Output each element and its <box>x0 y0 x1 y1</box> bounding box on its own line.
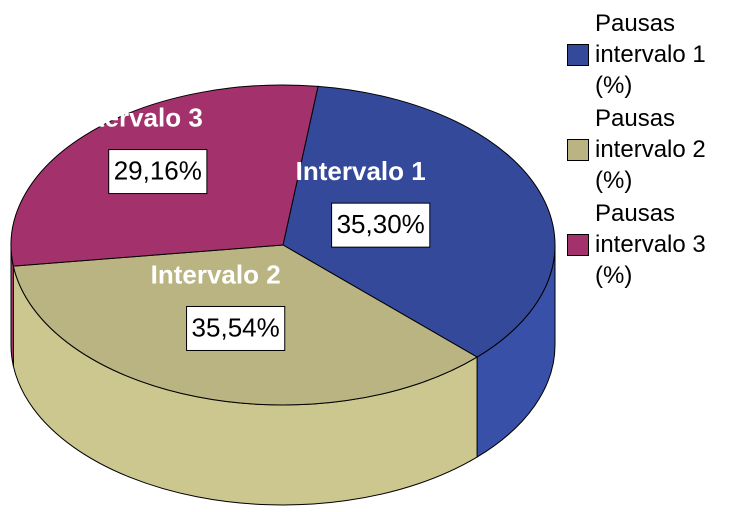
value-label: 35,54% <box>186 305 286 351</box>
slice-label: Intervalo 3 <box>73 102 203 132</box>
value-text: 29,16% <box>114 155 202 185</box>
legend-swatch <box>567 139 589 161</box>
value-box <box>331 202 431 248</box>
legend-label: Pausas intervalo 1 (%) <box>595 10 706 99</box>
value-text: 35,54% <box>192 312 280 342</box>
legend-entry: Pausas intervalo 1 (%) <box>565 8 725 103</box>
legend-swatch <box>567 234 589 256</box>
value-box <box>186 305 286 351</box>
legend-swatch <box>567 44 589 66</box>
legend-label: Pausas intervalo 2 (%) <box>595 105 706 194</box>
value-text: 35,30% <box>337 209 425 239</box>
value-box <box>108 149 208 195</box>
legend-entry: Pausas intervalo 2 (%) <box>565 103 725 198</box>
value-label: 35,30% <box>331 202 431 248</box>
slice-label: Intervalo 1 <box>296 156 426 186</box>
legend: Pausas intervalo 1 (%) Pausas intervalo 2… <box>565 8 725 293</box>
value-label: 29,16% <box>108 149 208 195</box>
slice-label: Intervalo 2 <box>151 259 281 289</box>
legend-label: Pausas intervalo 3 (%) <box>595 200 706 289</box>
legend-entry: Pausas intervalo 3 (%) <box>565 198 725 293</box>
